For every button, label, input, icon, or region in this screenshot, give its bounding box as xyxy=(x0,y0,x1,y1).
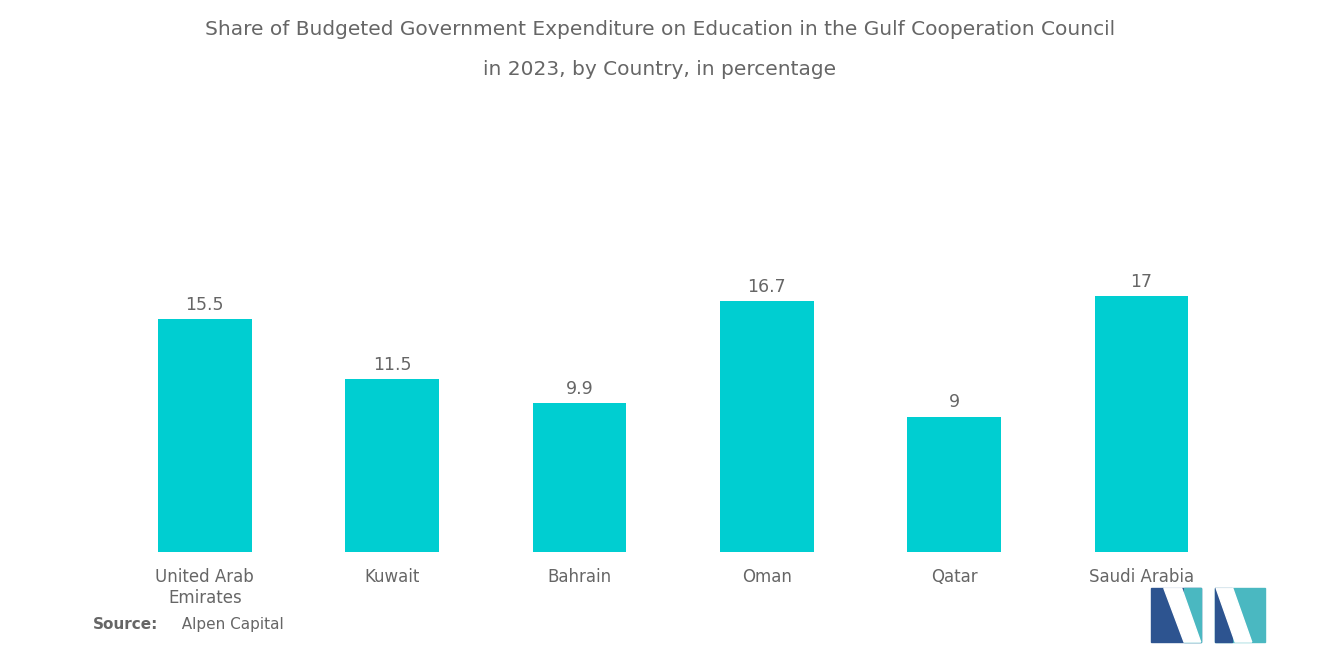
Polygon shape xyxy=(1184,589,1201,642)
Bar xyxy=(719,301,813,552)
Bar xyxy=(533,403,627,552)
Text: 15.5: 15.5 xyxy=(186,296,224,314)
Bar xyxy=(1151,589,1201,642)
Bar xyxy=(158,319,252,552)
Text: 9.9: 9.9 xyxy=(566,380,594,398)
Text: 16.7: 16.7 xyxy=(747,277,787,296)
Bar xyxy=(346,379,440,552)
Text: 17: 17 xyxy=(1131,273,1152,291)
Polygon shape xyxy=(1164,589,1201,642)
Bar xyxy=(1094,297,1188,552)
Polygon shape xyxy=(1216,589,1251,642)
Text: in 2023, by Country, in percentage: in 2023, by Country, in percentage xyxy=(483,60,837,79)
Bar xyxy=(907,417,1001,552)
Text: Share of Budgeted Government Expenditure on Education in the Gulf Cooperation Co: Share of Budgeted Government Expenditure… xyxy=(205,20,1115,39)
Text: 11.5: 11.5 xyxy=(374,356,412,374)
Text: Source:: Source: xyxy=(92,616,158,632)
Text: Alpen Capital: Alpen Capital xyxy=(172,616,284,632)
Text: 9: 9 xyxy=(949,394,960,412)
Bar xyxy=(1214,589,1265,642)
Polygon shape xyxy=(1214,589,1232,642)
